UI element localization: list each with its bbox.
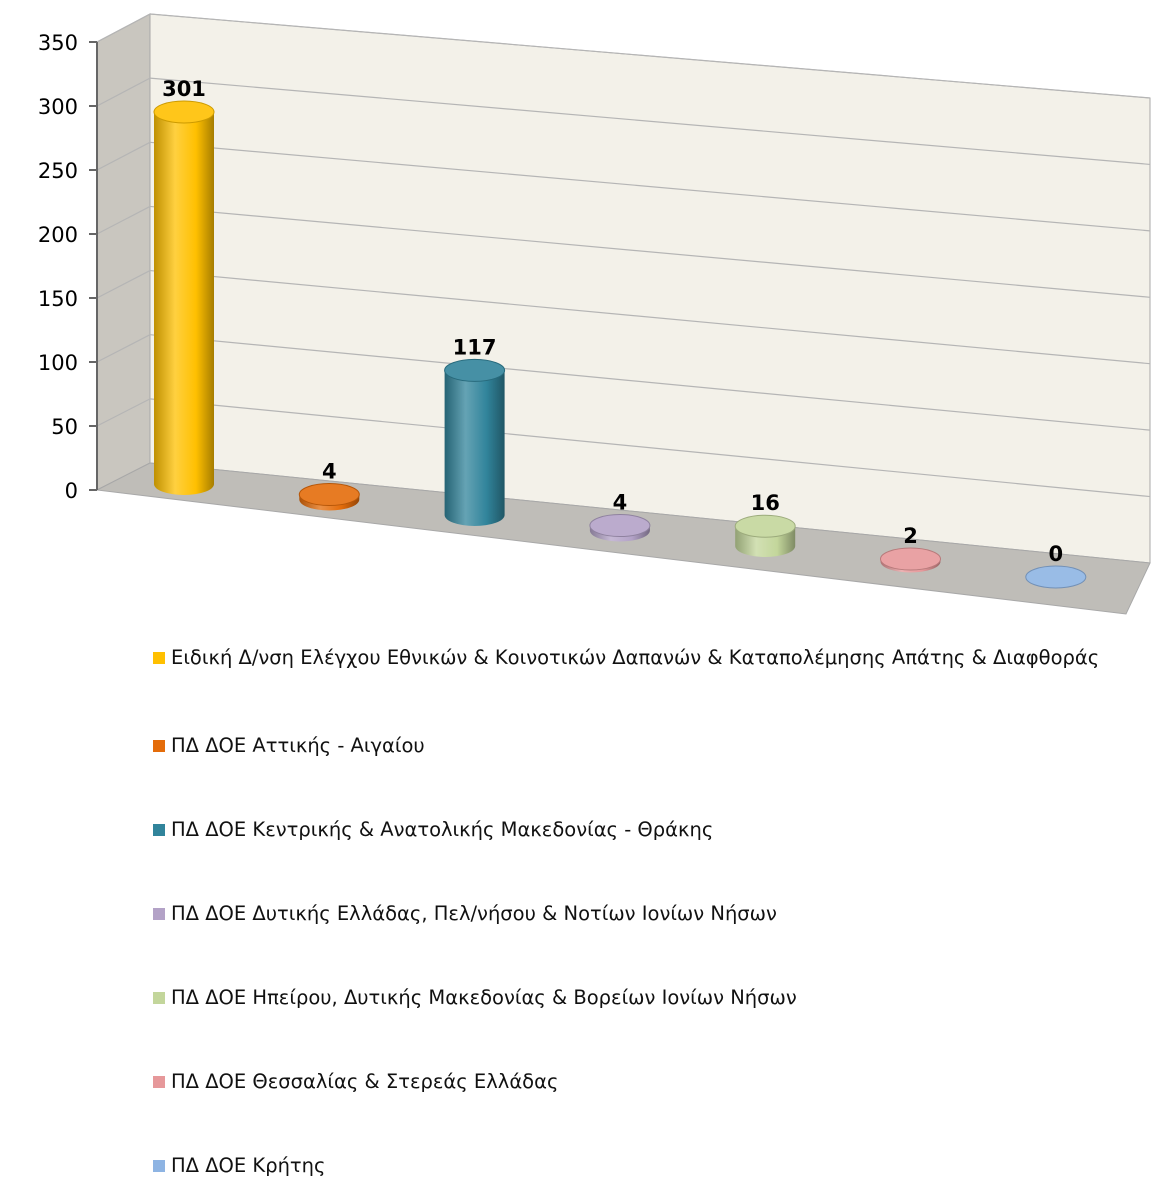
y-axis-ticks: 0 50 100 150 200 250 300 350 [38,31,97,503]
y-tick-label: 300 [38,95,78,119]
bar [444,358,506,526]
legend-label: Ειδική Δ/νση Ελέγχου Εθνικών & Κοινοτικώ… [171,646,1100,669]
chart-side-wall [96,13,151,491]
bar-body [444,370,505,526]
bar-top [734,514,796,538]
gridline [149,205,1151,298]
gridline [149,334,1151,431]
data-label: 0 [1048,542,1063,566]
gridline [96,398,151,427]
legend-item: ΠΔ ΔΟΕ Κεντρικής & Ανατολικής Μακεδονίας… [153,815,1101,845]
bar-top [153,100,215,124]
gridline [96,141,151,171]
gridline [96,270,151,299]
legend-swatch [153,824,165,836]
gridlines [96,13,1151,498]
legend-swatch [153,992,165,1004]
legend-swatch [153,652,165,664]
bar-top [298,483,360,507]
gridline [149,13,1151,99]
legend-item: ΠΔ ΔΟΕ Αττικής - Αιγαίου [153,731,1101,761]
legend-label: ΠΔ ΔΟΕ Κρήτης [171,1154,326,1177]
bar [298,483,360,511]
bar-top [589,514,651,538]
bars [153,100,1087,589]
gridline [149,77,1151,166]
data-label: 2 [903,524,918,548]
gridline [149,398,1151,498]
data-label: 117 [453,335,497,359]
gridline [96,13,151,43]
gridline [96,334,151,363]
legend-item: ΠΔ ΔΟΕ Δυτικής Ελλάδας, Πελ/νήσου & Νοτί… [153,899,1101,929]
y-tick-label: 250 [38,159,78,183]
bar-top [880,547,941,571]
bar [734,514,796,557]
y-tick-label: 0 [65,479,78,503]
bar-top [444,358,506,382]
legend-swatch [153,1160,165,1172]
legend-label: ΠΔ ΔΟΕ Κεντρικής & Ανατολικής Μακεδονίας… [171,818,714,841]
gridline [96,205,151,235]
gridline [149,141,1151,232]
bar-body [154,111,214,496]
legend-label: ΠΔ ΔΟΕ Δυτικής Ελλάδας, Πελ/νήσου & Νοτί… [171,902,777,925]
gridline [96,77,151,107]
data-label: 301 [162,77,206,101]
bar [589,514,651,542]
legend-swatch [153,740,165,752]
bar [1025,565,1087,589]
legend-label: ΠΔ ΔΟΕ Αττικής - Αιγαίου [171,734,425,757]
gridline [149,269,1151,365]
y-tick-label: 100 [38,351,78,375]
legend-item: ΠΔ ΔΟΕ Ηπείρου, Δυτικής Μακεδονίας & Βορ… [153,983,1101,1013]
data-labels: 301 4 117 4 16 2 0 [162,77,1063,566]
legend-item: ΠΔ ΔΟΕ Θεσσαλίας & Στερεάς Ελλάδας [153,1067,1101,1097]
data-label: 16 [751,491,780,515]
bar-chart: 0 50 100 150 200 250 300 350 301 4 117 4 16 2 0 [38,13,1151,615]
y-tick-label: 350 [38,31,78,55]
legend-label: ΠΔ ΔΟΕ Θεσσαλίας & Στερεάς Ελλάδας [171,1070,559,1093]
bar [880,547,941,573]
data-label: 4 [322,460,337,484]
bar-top [1025,565,1087,589]
bar [153,100,215,496]
y-tick-label: 50 [51,415,78,439]
y-tick-label: 200 [38,223,78,247]
y-tick-label: 150 [38,287,78,311]
legend-item: ΠΔ ΔΟΕ Κρήτης [153,1151,1101,1181]
legend-swatch [153,1076,165,1088]
legend-swatch [153,908,165,920]
legend-item: Ειδική Δ/νση Ελέγχου Εθνικών & Κοινοτικώ… [153,643,1101,673]
data-label: 4 [613,491,628,515]
legend-label: ΠΔ ΔΟΕ Ηπείρου, Δυτικής Μακεδονίας & Βορ… [171,986,797,1009]
